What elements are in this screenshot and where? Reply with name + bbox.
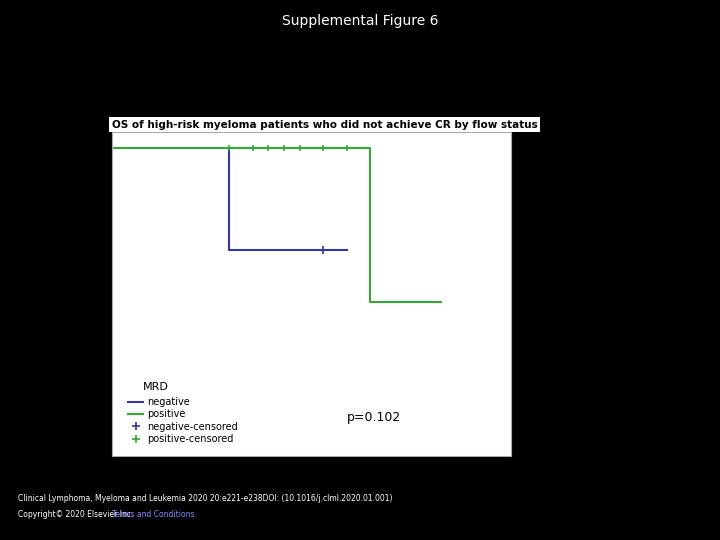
Text: p=0.102: p=0.102 — [346, 411, 401, 424]
Text: Clinical Lymphoma, Myeloma and Leukemia 2020 20:e221-e238DOI: (10.1016/j.clml.20: Clinical Lymphoma, Myeloma and Leukemia … — [18, 494, 392, 503]
Text: Terms and Conditions: Terms and Conditions — [112, 510, 194, 519]
Text: Supplemental Figure 6: Supplemental Figure 6 — [282, 14, 438, 28]
X-axis label: TIME (months): TIME (months) — [260, 481, 363, 494]
Y-axis label: Cum Survival: Cum Survival — [73, 257, 83, 332]
Text: OS of high-risk myeloma patients who did not achieve CR by flow status: OS of high-risk myeloma patients who did… — [112, 119, 537, 130]
Text: MRD: MRD — [143, 382, 168, 392]
Text: Copyright© 2020 Elsevier Inc.: Copyright© 2020 Elsevier Inc. — [18, 510, 136, 519]
Legend: negative, positive, negative-censored, positive-censored: negative, positive, negative-censored, p… — [125, 393, 241, 448]
